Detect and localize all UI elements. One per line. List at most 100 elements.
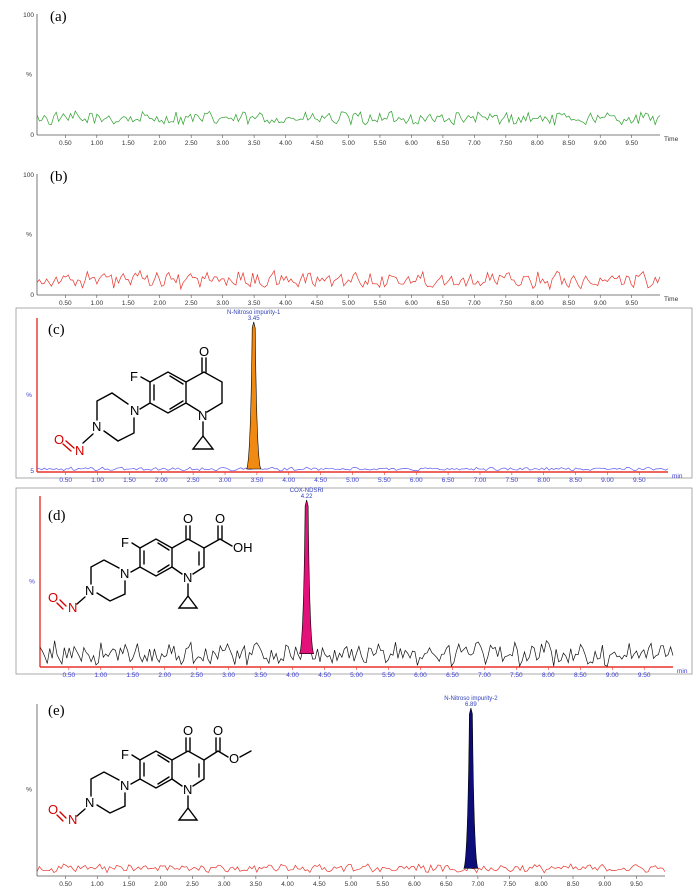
peak-label: N-Nitroso impurity-2: [444, 696, 498, 702]
x-axis-title: Time: [664, 136, 679, 143]
x-tick-label: 6.50: [437, 140, 450, 147]
x-tick-label: 7.00: [478, 672, 491, 679]
peak-label: COX-NDSRI: [290, 488, 324, 494]
structure-d-pip-n2: N: [85, 583, 94, 598]
x-tick-label: 5.50: [374, 300, 387, 307]
structure-e-nitroso-bond: [59, 811, 67, 819]
x-tick-label: 5.50: [376, 881, 389, 886]
structure-d-cyclopropyl: [177, 594, 199, 609]
panel-frame: [15, 307, 693, 479]
y-tick-label: 0: [30, 132, 34, 139]
structure-c-nitroso-bond: [65, 440, 75, 449]
structure-d-acid-oh: OH: [233, 540, 253, 555]
structure-e-piperazine: [96, 792, 126, 814]
x-tick-label: 8.50: [562, 300, 575, 307]
structure-c-ring-n: N: [198, 408, 207, 423]
x-tick-label: 5.50: [382, 672, 395, 679]
x-tick-label: 3.00: [216, 300, 229, 307]
y-axis-title: %: [26, 232, 32, 239]
peak-label: N-Nitroso impurity-1: [227, 310, 281, 316]
x-tick-label: 9.00: [594, 300, 607, 307]
x-tick-label: 3.50: [251, 477, 264, 484]
chart-panel-d: % 0.50 1.00 1.50 2.00 2.50 3.00 3.50 4.00 4.50 5.0…: [15, 487, 693, 679]
structure-c-pip-n1: N: [130, 403, 139, 418]
peak-area: [299, 499, 315, 654]
structure-d-fluoro: F: [121, 535, 129, 550]
structure-d-bond: [203, 538, 221, 549]
structure-e-piperazine: [90, 771, 120, 797]
x-tick-label: 9.50: [630, 881, 643, 886]
structure-d-bond: [76, 596, 86, 605]
structure-d-piperazine: [96, 580, 126, 602]
structure-e-oxo: O: [183, 723, 193, 738]
x-tick-label: 0.50: [59, 477, 72, 484]
peak-area: [246, 321, 262, 470]
structure-d-acid-o: O: [215, 511, 225, 526]
x-tick-label: 0.50: [59, 881, 72, 886]
structure-c-bond: [139, 402, 151, 410]
x-tick-label: 7.50: [510, 672, 523, 679]
structure-c-nitroso-bond: [62, 443, 72, 452]
structure-d-nitroso-bond: [56, 602, 64, 610]
x-tick-label: 4.50: [318, 672, 331, 679]
structure-c: O F N N N N O: [54, 344, 223, 458]
x-tick-label: 8.00: [535, 881, 548, 886]
x-tick-label: 8.50: [574, 672, 587, 679]
x-tick-label: 6.50: [440, 881, 453, 886]
x-tick-label: 4.00: [286, 672, 299, 679]
structure-d-bond: [157, 542, 170, 551]
structure-d-piperazine: [90, 559, 120, 585]
structure-e-nitroso-bond: [56, 814, 64, 822]
x-tick-label: 2.00: [155, 477, 168, 484]
x-tick-label: 3.50: [248, 140, 261, 147]
structure-d-bond: [171, 566, 183, 575]
x-tick-label: 9.50: [625, 140, 638, 147]
panel-label-a: (a): [50, 9, 67, 25]
structure-e-methyl: [239, 750, 252, 758]
x-tick-label: 6.00: [405, 300, 418, 307]
structure-c-cyclopropyl: [191, 434, 215, 450]
chart-panel-a: 100 0% 0.50 1.00 1.50 2.00 2.50 3.00 3.50 4.00 4.5…: [23, 12, 678, 147]
structure-e-pip-n1: N: [120, 778, 129, 793]
peak-retention-time: 6.89: [465, 702, 477, 708]
x-tick-label: 2.00: [154, 881, 167, 886]
x-tick-label: 0.50: [59, 140, 72, 147]
x-tick-label: 6.00: [405, 140, 418, 147]
structure-e-bond: [171, 778, 183, 787]
x-tick-label: 7.50: [499, 140, 512, 147]
structure-d-benzene: [139, 538, 173, 577]
structure-e-bond: [130, 778, 141, 785]
y-axis-title: %: [26, 787, 32, 794]
x-tick-label: 8.00: [531, 300, 544, 307]
x-tick-label: 1.50: [126, 672, 139, 679]
x-tick-label: 6.50: [437, 300, 450, 307]
x-tick-label: 3.00: [218, 881, 231, 886]
x-tick-label: 9.50: [625, 300, 638, 307]
x-tick-label: 7.00: [472, 881, 485, 886]
x-tick-label: 5.00: [342, 140, 355, 147]
x-tick-label: 1.00: [91, 477, 104, 484]
x-tick-label: 1.50: [122, 300, 135, 307]
structure-e-bond: [76, 808, 86, 817]
x-tick-label: 5.50: [378, 477, 391, 484]
structure-d-nitroso-bond: [59, 599, 67, 607]
x-tick-label: 9.00: [601, 477, 614, 484]
structure-c-bond: [140, 376, 151, 383]
x-tick-label: 2.00: [153, 300, 166, 307]
x-tick-label: 3.50: [248, 300, 261, 307]
x-tick-label: 2.00: [153, 140, 166, 147]
y-tick-label: 5: [30, 468, 34, 475]
x-tick-label: 1.50: [123, 477, 136, 484]
chromatogram-trace: [36, 863, 666, 874]
structure-d-nitroso-o: O: [48, 590, 58, 605]
x-tick-label: 4.50: [311, 140, 324, 147]
structure-e-bond: [203, 750, 219, 761]
x-tick-label: 5.00: [342, 300, 355, 307]
x-tick-label: 4.50: [313, 881, 326, 886]
structure-c-piperazine: [96, 392, 129, 421]
x-tick-label: 9.50: [633, 477, 646, 484]
structure-e-bond: [157, 754, 170, 763]
x-tick-label: 4.00: [282, 477, 295, 484]
structure-e-bond: [217, 750, 229, 758]
